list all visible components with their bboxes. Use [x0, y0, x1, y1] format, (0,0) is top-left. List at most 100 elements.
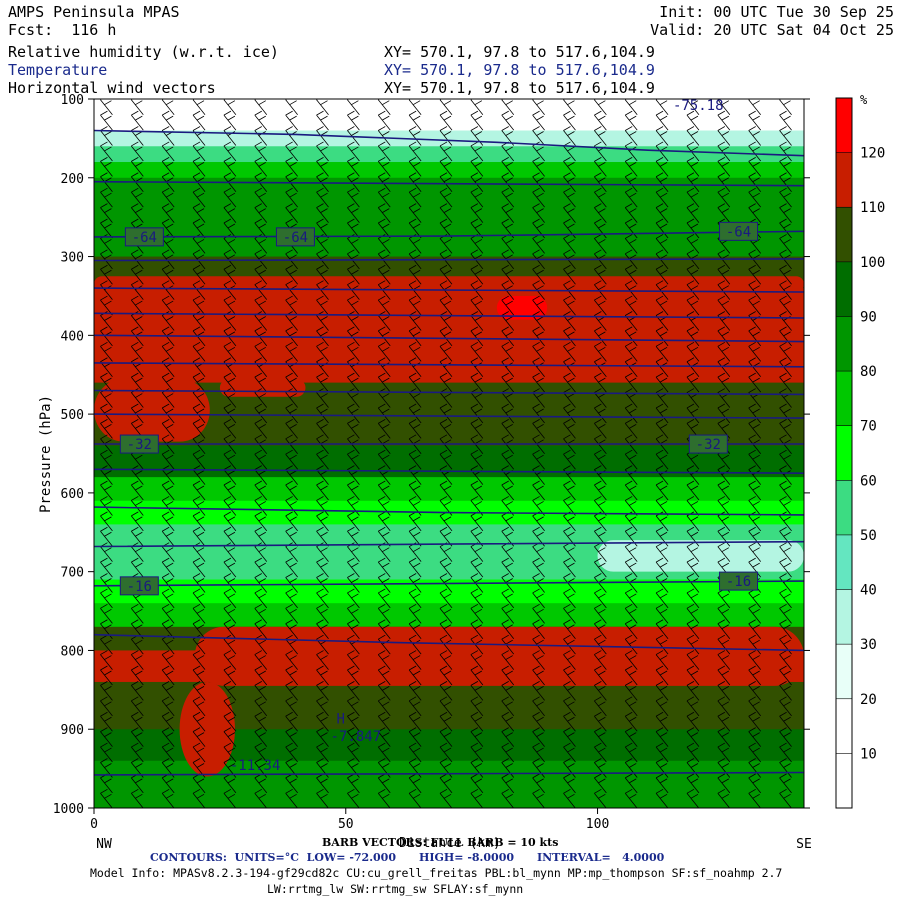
- wind-barb: [223, 696, 237, 717]
- wind-barb: [254, 480, 268, 501]
- wind-barb: [470, 249, 484, 270]
- wind-barb: [285, 465, 298, 485]
- wind-barb: [563, 788, 576, 808]
- plot-frame: [93, 98, 805, 809]
- wind-barb: [501, 295, 515, 316]
- wind-barb: [748, 634, 762, 655]
- wind-barb: [316, 203, 329, 223]
- wind-barb: [470, 650, 484, 670]
- wind-barb: [161, 187, 175, 208]
- wind-barb: [532, 634, 545, 655]
- wind-barb: [130, 681, 144, 701]
- wind-barb: [655, 264, 669, 285]
- wind-barb: [347, 588, 360, 609]
- wind-barb: [655, 126, 669, 146]
- wind-barb: [686, 588, 700, 609]
- wind-barb: [377, 511, 391, 532]
- wind-barb: [594, 280, 607, 300]
- wind-barb: [594, 681, 607, 701]
- wind-barb: [316, 526, 329, 547]
- wind-barb: [285, 449, 298, 470]
- wind-barb: [779, 403, 792, 424]
- field-xy-temperature: XY= 570.1, 97.8 to 517.6,104.9: [384, 61, 655, 79]
- wind-barb: [532, 341, 545, 362]
- wind-barb: [532, 280, 545, 300]
- wind-barb: [594, 696, 607, 717]
- colorbar-swatch: [836, 371, 852, 426]
- wind-barb: [594, 234, 607, 254]
- wind-barb: [347, 496, 360, 516]
- wind-barb: [624, 434, 638, 455]
- colorbar-swatch: [836, 261, 852, 317]
- wind-barb: [316, 187, 329, 208]
- wind-barb: [717, 758, 731, 778]
- wind-barb: [563, 372, 576, 393]
- wind-barb: [161, 511, 175, 532]
- wind-barb: [223, 187, 237, 208]
- wind-barb: [192, 742, 206, 763]
- wind-barb: [779, 526, 792, 547]
- isotherm-line: [94, 771, 804, 776]
- wind-barb: [594, 603, 607, 624]
- wind-barb: [223, 434, 237, 455]
- wind-barb: [377, 496, 391, 516]
- wind-barb: [408, 434, 422, 455]
- wind-barb: [594, 758, 607, 778]
- wind-barb: [285, 434, 298, 455]
- wind-barb: [161, 788, 175, 808]
- wind-barb: [563, 773, 576, 794]
- wind-barb: [254, 788, 268, 808]
- wind-barb: [748, 788, 761, 808]
- wind-barb: [439, 295, 453, 316]
- wind-barb: [285, 141, 298, 162]
- wind-barb: [563, 619, 576, 639]
- wind-barb: [192, 172, 206, 193]
- wind-barb: [316, 110, 329, 131]
- wind-barb: [532, 480, 545, 501]
- wind-barb: [100, 403, 113, 424]
- wind-barb: [192, 157, 206, 177]
- wind-barb: [439, 187, 453, 208]
- wind-barb: [316, 249, 329, 270]
- wind-barb: [717, 372, 731, 393]
- wind-barb: [470, 773, 484, 794]
- rh-band: [94, 162, 804, 179]
- wind-barb: [624, 727, 638, 747]
- extremum-annotation: -7.847: [331, 729, 382, 745]
- wind-barb: [470, 126, 484, 146]
- wind-barb: [686, 773, 700, 794]
- wind-barb: [254, 557, 268, 578]
- wind-barb: [377, 727, 391, 747]
- wind-barb: [100, 619, 113, 639]
- wind-barb: [470, 758, 484, 778]
- rh-region: [94, 378, 210, 442]
- wind-barb: [686, 264, 700, 285]
- wind-barb: [192, 480, 206, 501]
- wind-barb: [717, 634, 731, 655]
- wind-barb: [501, 619, 515, 639]
- wind-barb: [439, 696, 453, 717]
- wind-barb: [501, 449, 515, 470]
- wind-barb: [748, 496, 762, 516]
- wind-barb: [161, 203, 175, 223]
- wind-barb: [285, 619, 298, 639]
- wind-barb: [717, 326, 731, 347]
- wind-barb: [686, 526, 700, 547]
- wind-barb: [532, 311, 545, 331]
- barb-legend: BARB VECTORS: FULL BARB = 10 kts: [322, 836, 559, 849]
- wind-barb: [285, 110, 298, 131]
- wind-barb: [316, 758, 329, 778]
- wind-barb: [192, 681, 206, 701]
- wind-barb: [470, 480, 484, 501]
- wind-barb: [439, 650, 453, 670]
- wind-barb: [501, 711, 515, 732]
- wind-barb: [223, 264, 237, 285]
- wind-barb: [748, 696, 762, 717]
- wind-barb: [377, 588, 391, 609]
- wind-barb: [377, 696, 391, 717]
- wind-barb: [377, 419, 391, 439]
- wind-barb: [779, 619, 792, 639]
- wind-barb: [192, 449, 206, 470]
- wind-barb: [439, 419, 453, 439]
